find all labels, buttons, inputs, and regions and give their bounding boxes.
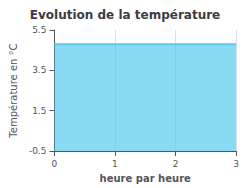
svg-text:5.5: 5.5: [32, 25, 46, 35]
svg-text:2: 2: [173, 159, 179, 169]
svg-text:1: 1: [112, 159, 118, 169]
svg-text:3: 3: [233, 159, 239, 169]
svg-text:3.5: 3.5: [32, 65, 46, 75]
svg-text:Evolution de la température: Evolution de la température: [30, 8, 221, 22]
svg-text:0: 0: [52, 159, 58, 169]
svg-text:-0.5: -0.5: [29, 146, 47, 156]
svg-text:1.5: 1.5: [32, 106, 46, 116]
svg-text:heure par heure: heure par heure: [100, 173, 191, 184]
svg-text:Température en °C: Température en °C: [8, 43, 19, 138]
